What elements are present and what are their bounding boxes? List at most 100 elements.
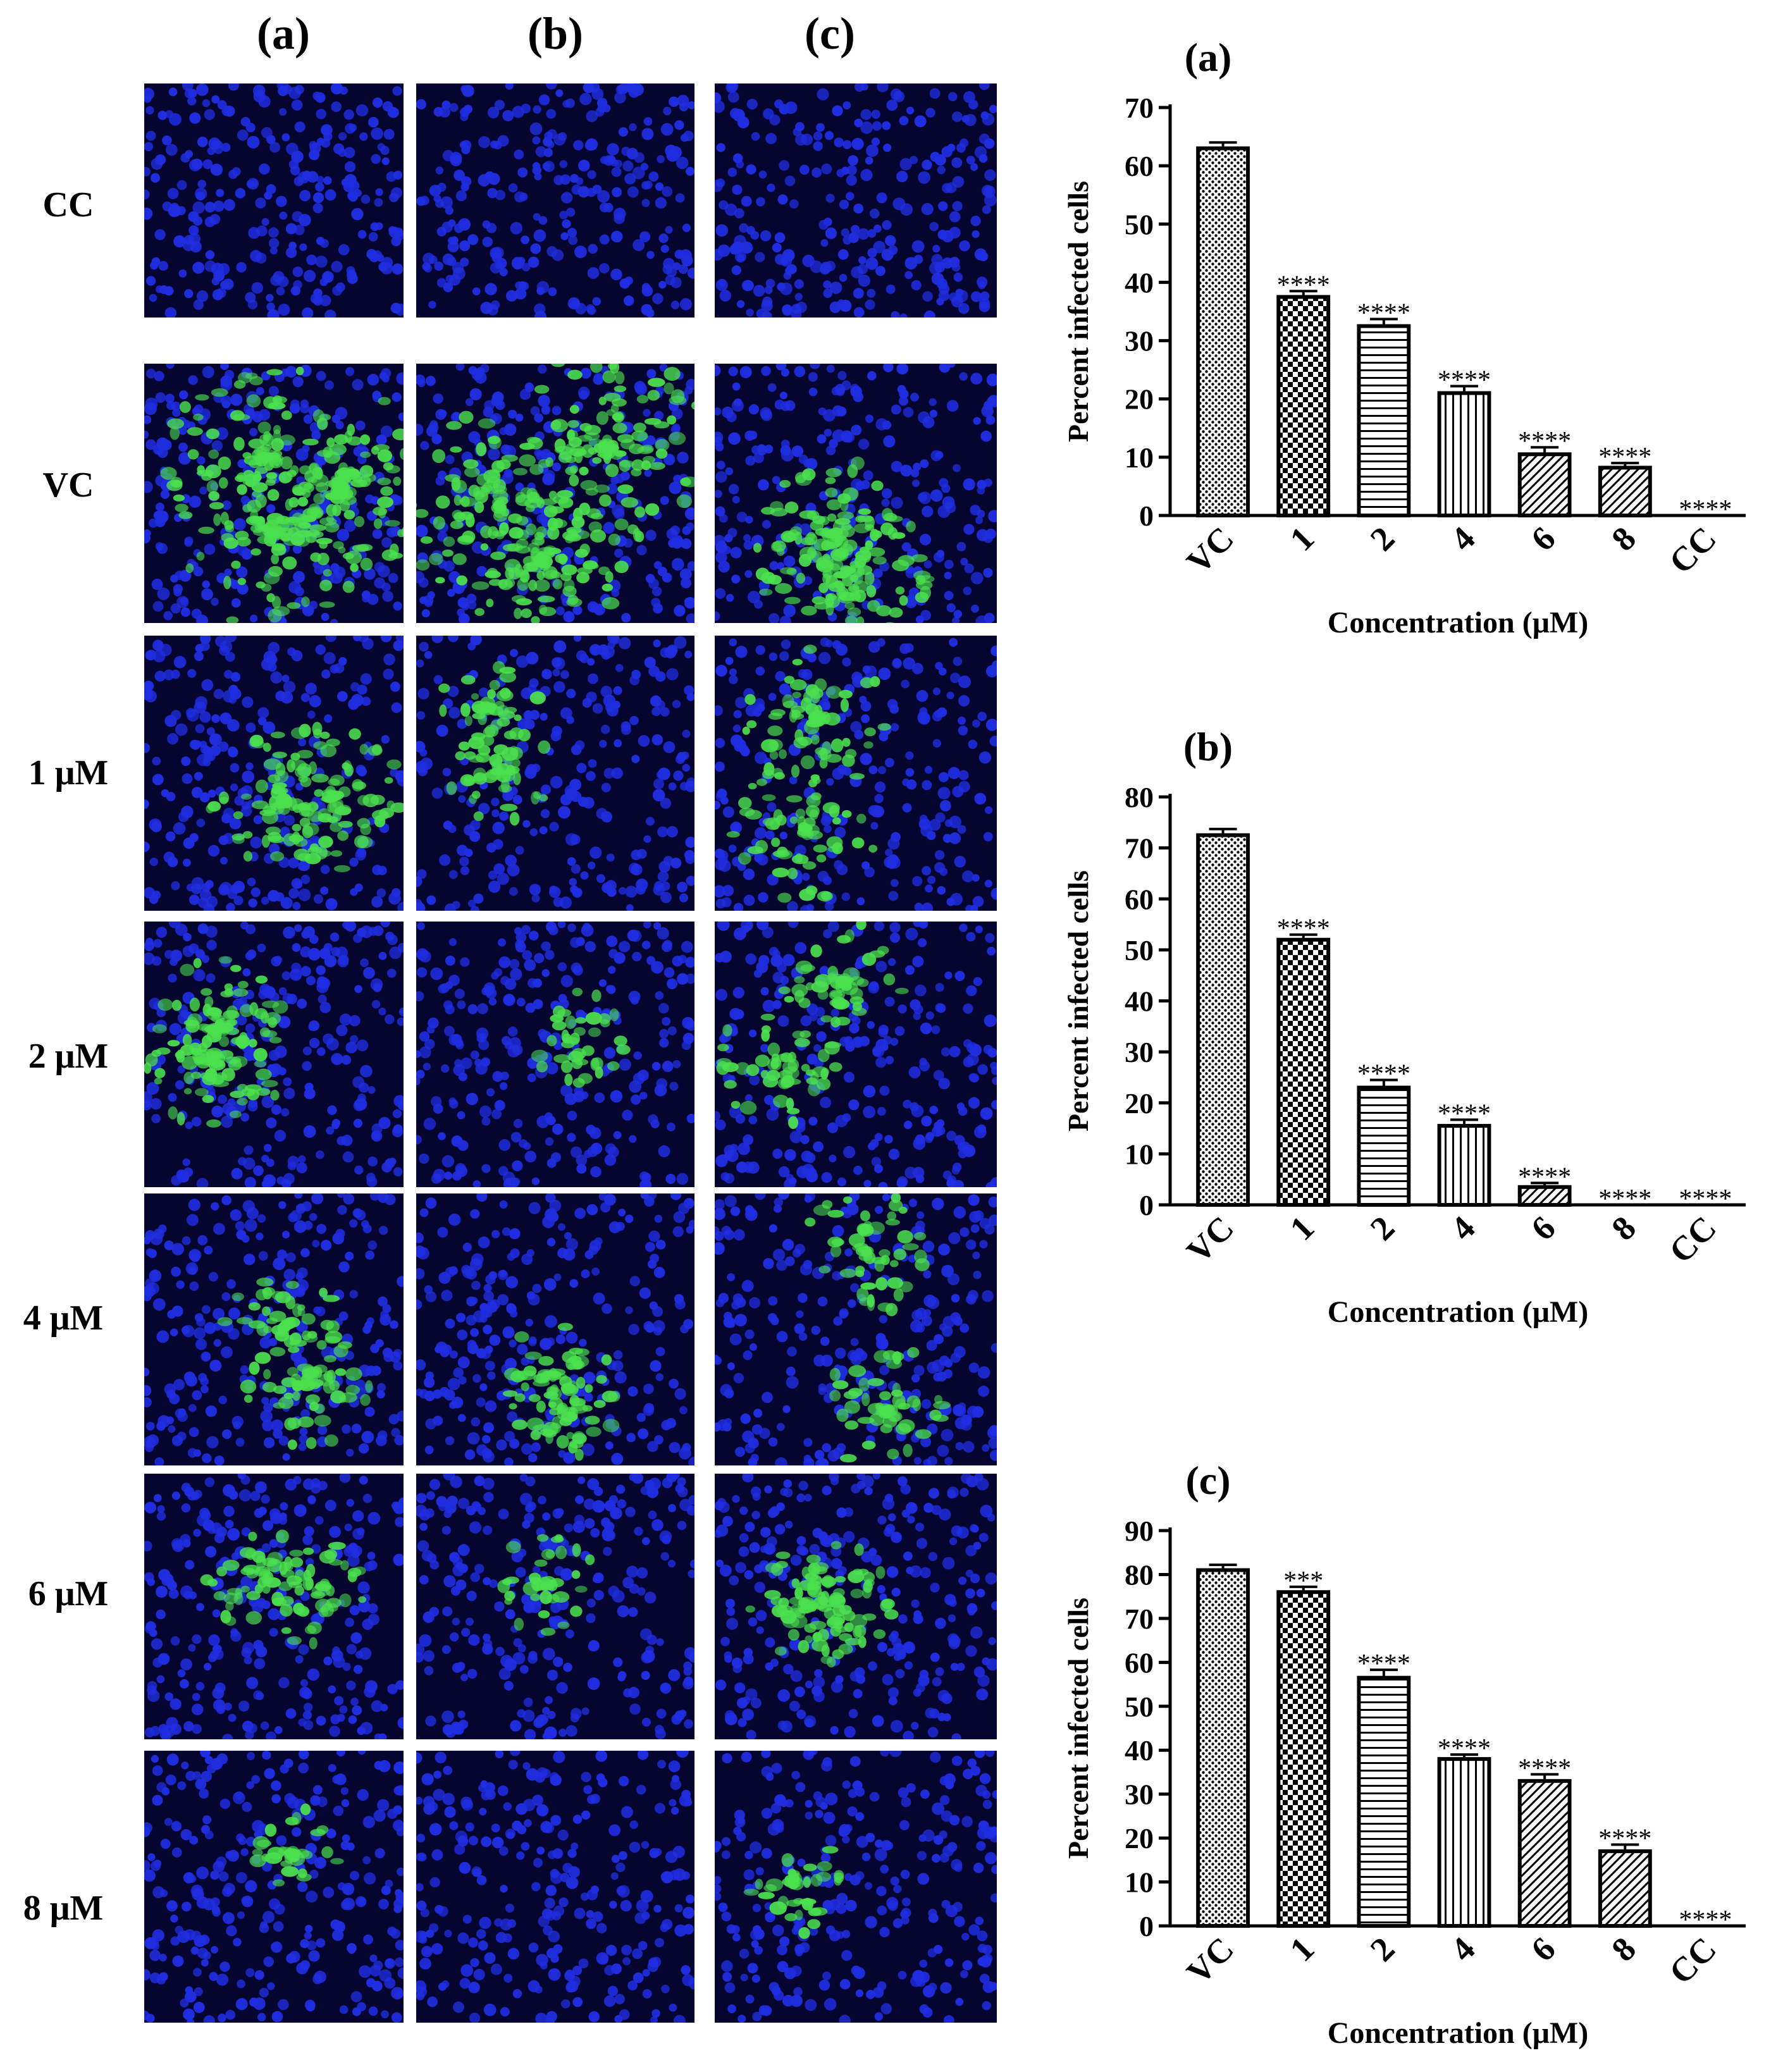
- y-tick-label: 30: [1125, 1036, 1154, 1068]
- significance-label: ****: [1679, 1906, 1732, 1935]
- error-bar: [1369, 318, 1398, 326]
- micrograph-4um-c: [715, 1193, 997, 1465]
- significance-label: ****: [1357, 299, 1410, 328]
- micrograph-8um-b: [416, 1751, 694, 2023]
- x-tick-label: CC: [1662, 1930, 1724, 1992]
- bar: [1276, 1590, 1331, 1928]
- column-label-b: (b): [528, 8, 583, 59]
- significance-label: ****: [1679, 495, 1732, 524]
- micrograph-1um-a: [144, 636, 404, 911]
- x-tick-label: 4: [1443, 1930, 1483, 1969]
- significance-label: ****: [1598, 443, 1651, 472]
- y-tick-label: 60: [1125, 1646, 1154, 1679]
- micrograph-cc-c: [715, 83, 997, 318]
- y-tick-label: 10: [1125, 441, 1154, 474]
- y-tick-label: 80: [1125, 1558, 1154, 1591]
- micrograph-vc-a: [144, 364, 404, 623]
- significance-label: ****: [1357, 1650, 1410, 1679]
- y-tick-label: 80: [1125, 781, 1154, 813]
- y-tick-label: 30: [1125, 1779, 1154, 1811]
- y-tick-label: 40: [1125, 266, 1154, 299]
- bar-chart-b: (b) 0 10 20 30 40 50 60 70 80 Percent infected cel…: [1050, 702, 1758, 1347]
- y-tick-label: 40: [1125, 985, 1154, 1018]
- row-label-8um: 8 μM: [23, 1889, 104, 1928]
- y-tick-label: 30: [1125, 325, 1154, 357]
- significance-label: ****: [1438, 1734, 1491, 1763]
- y-tick-label: 70: [1125, 832, 1154, 865]
- micrograph-6um-a: [144, 1474, 404, 1739]
- x-tick-label: 2: [1363, 519, 1402, 558]
- significance-label: ****: [1518, 1754, 1571, 1783]
- chart-panel-label: (c): [1185, 1458, 1230, 1503]
- bar: [1196, 833, 1250, 1207]
- y-tick-label: 50: [1125, 934, 1154, 966]
- micrograph-2um-b: [416, 922, 694, 1187]
- y-tick-label: 60: [1125, 150, 1154, 182]
- bar: [1517, 1779, 1572, 1928]
- error-bar: [1450, 385, 1478, 393]
- bar: [1276, 295, 1331, 517]
- micrograph-4um-b: [416, 1193, 694, 1465]
- row-label-vc: VC: [42, 466, 94, 505]
- bar: [1598, 466, 1652, 518]
- x-tick-label: 1: [1283, 519, 1322, 558]
- y-tick-label: 20: [1125, 383, 1154, 416]
- error-bar: [1289, 1585, 1317, 1593]
- row-label-1um: 1 μM: [28, 753, 109, 792]
- error-bar: [1289, 290, 1317, 297]
- micrograph-cc-b: [416, 83, 694, 318]
- x-tick-label: 6: [1524, 1209, 1563, 1248]
- x-tick-label: VC: [1179, 1930, 1241, 1992]
- x-tick-label: VC: [1179, 519, 1241, 581]
- x-tick-label: 6: [1524, 519, 1563, 558]
- micrograph-1um-b: [416, 636, 694, 911]
- significance-label: ****: [1438, 1099, 1491, 1128]
- x-tick-label: 8: [1604, 1209, 1643, 1248]
- y-tick-label: 0: [1139, 1189, 1154, 1221]
- micrograph-1um-c: [715, 636, 997, 911]
- y-tick-label: 70: [1125, 92, 1154, 124]
- bar: [1437, 1124, 1491, 1207]
- y-tick-label: 0: [1139, 1910, 1154, 1942]
- row-label-4um: 4 μM: [23, 1298, 104, 1338]
- significance-label: ****: [1598, 1825, 1651, 1854]
- bar: [1357, 1675, 1411, 1928]
- x-tick-label: 4: [1443, 1209, 1483, 1248]
- micrograph-6um-b: [416, 1474, 694, 1739]
- error-bar: [1450, 1118, 1478, 1126]
- bar-chart-c: (c) 0 10 20 30 40 50 60 70 80 90 Percent infected c…: [1050, 1436, 1758, 2068]
- y-tick-label: 70: [1125, 1603, 1154, 1635]
- error-bar: [1611, 1843, 1639, 1851]
- y-tick-label: 10: [1125, 1866, 1154, 1899]
- x-tick-label: 1: [1283, 1930, 1322, 1969]
- y-axis-label: Percent infected cells: [1062, 1598, 1094, 1859]
- error-bar: [1209, 827, 1237, 836]
- x-tick-label: 2: [1363, 1930, 1402, 1969]
- bar: [1276, 937, 1331, 1207]
- bar: [1357, 324, 1411, 517]
- x-tick-label: 6: [1524, 1930, 1563, 1969]
- bar: [1196, 1568, 1250, 1928]
- bar: [1437, 1757, 1491, 1928]
- y-tick-label: 20: [1125, 1822, 1154, 1854]
- x-tick-label: 8: [1604, 1930, 1643, 1969]
- x-tick-label: 2: [1363, 1209, 1402, 1248]
- micrograph-8um-c: [715, 1751, 997, 2023]
- y-axis-label: Percent infected cells: [1062, 181, 1094, 442]
- x-axis-label: Concentration (μM): [1328, 2016, 1588, 2050]
- significance-label: ****: [1438, 366, 1491, 395]
- y-tick-label: 50: [1125, 208, 1154, 240]
- error-bar: [1531, 1773, 1559, 1781]
- column-label-c: (c): [805, 8, 855, 59]
- significance-label: ****: [1598, 1185, 1651, 1214]
- x-tick-label: 8: [1604, 519, 1643, 558]
- x-tick-label: CC: [1662, 1209, 1724, 1271]
- chart-panel-label: (a): [1185, 35, 1232, 80]
- significance-label: ****: [1518, 427, 1571, 456]
- significance-label: ****: [1679, 1185, 1732, 1214]
- micrograph-vc-b: [416, 364, 694, 623]
- micrograph-cc-a: [144, 83, 404, 318]
- row-label-6um: 6 μM: [28, 1574, 109, 1613]
- micrograph-8um-a: [144, 1751, 404, 2023]
- error-bar: [1531, 446, 1559, 455]
